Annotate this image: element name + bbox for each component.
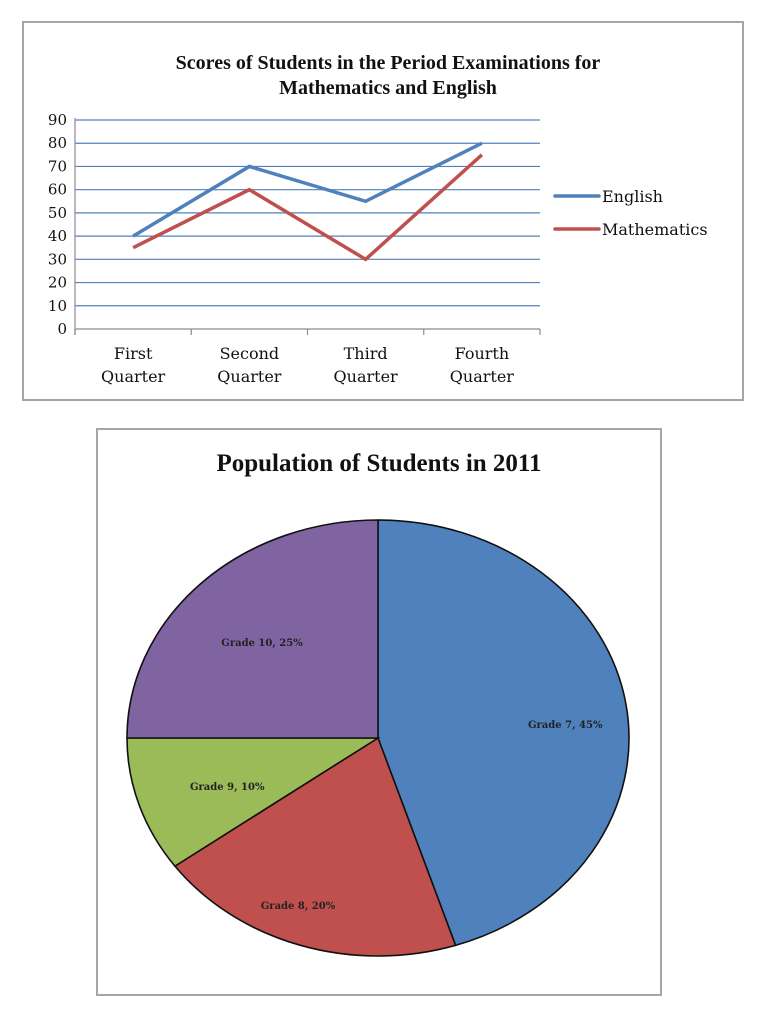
pie-slice-grade-9: [126, 737, 381, 868]
pie-slice-grade-8: [173, 736, 457, 957]
series-line-english: [132, 141, 483, 238]
line-chart-title: Scores of Students in the Period Examina…: [94, 51, 682, 101]
x-category-label: Second: [220, 344, 280, 363]
x-category-label: First: [114, 344, 153, 363]
y-tick-label: 60: [48, 181, 67, 199]
pie-data-label: Grade 8, 20%: [261, 901, 336, 912]
y-tick-label: 80: [48, 134, 67, 152]
pie-data-label: Grade 7, 45%: [528, 720, 603, 731]
series-line-mathematics: [132, 153, 484, 262]
line-chart-title-line-2: Mathematics and English: [279, 77, 497, 99]
y-tick-label: 50: [48, 204, 67, 222]
pie-data-label: Grade 9, 10%: [190, 782, 265, 793]
legend-label-english: English: [602, 187, 663, 206]
pie-chart-title: Population of Students in 2011: [216, 450, 542, 477]
x-category-label: Quarter: [101, 367, 166, 386]
y-tick-label: 20: [48, 274, 67, 292]
pie-slice-grade-10: [126, 519, 379, 739]
y-tick-label: 70: [48, 157, 67, 175]
x-category-label: Quarter: [217, 367, 282, 386]
x-category-label: Quarter: [450, 367, 515, 386]
pie-chart-plot: Grade 7, 45% Grade 8, 20% Grade 9, 10% Grad…: [126, 519, 630, 957]
legend-label-mathematics: Mathematics: [602, 220, 708, 239]
line-chart-title-line-1: Scores of Students in the Period Examina…: [175, 52, 601, 74]
y-tick-label: 40: [48, 227, 67, 245]
line-chart-panel: Scores of Students in the Period Examina…: [22, 21, 744, 401]
y-tick-label: 90: [48, 111, 67, 129]
x-category-label: Fourth: [455, 344, 510, 363]
x-category-label: Quarter: [334, 367, 399, 386]
pie-data-label: Grade 10, 25%: [221, 638, 303, 649]
pie-chart-panel: Population of Students in 2011 Grade 7, …: [96, 428, 662, 996]
pie-slice-grade-7: [377, 519, 630, 947]
y-tick-label: 0: [57, 320, 67, 338]
x-category-label: Third: [344, 344, 388, 363]
line-chart-plot: 0 10 20 30 40 50 60 70 80 90 First Quarter Second Qua…: [48, 111, 708, 386]
y-tick-label: 30: [48, 250, 67, 268]
y-tick-label: 10: [48, 297, 67, 315]
